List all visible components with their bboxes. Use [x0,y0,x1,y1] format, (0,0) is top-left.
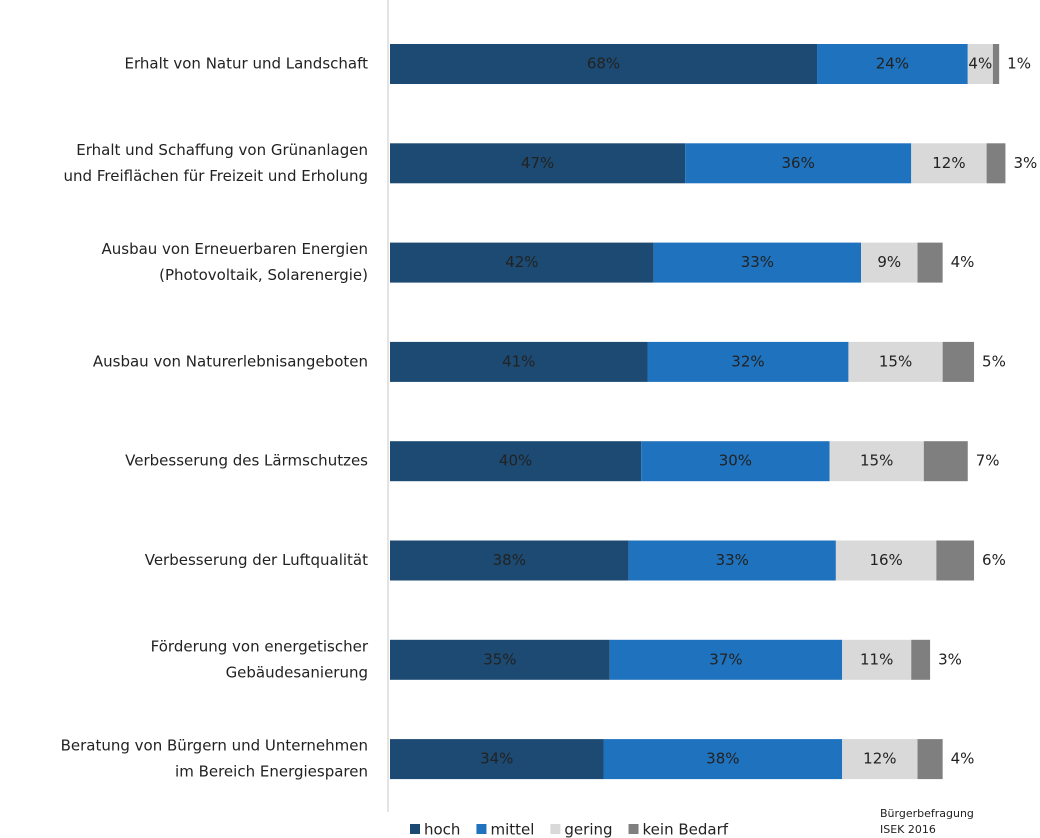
value-label: 6% [982,551,1006,569]
bar-segment [390,739,604,780]
value-label: 5% [982,352,1006,370]
value-label: 15% [860,452,893,470]
legend-swatch [410,824,420,834]
category-label: (Photovoltaik, Solarenergie) [159,266,368,284]
bar-segment [861,242,918,283]
value-label: 68% [587,55,620,73]
bar-segment [942,341,975,382]
bar-segment [986,143,1006,184]
value-label: 9% [877,253,901,271]
value-label: 7% [976,452,1000,470]
value-label: 38% [493,551,526,569]
value-label: 3% [1013,154,1037,172]
bar-segment [390,441,642,482]
value-label: 16% [869,551,902,569]
bar-segment [390,540,629,581]
category-label: Förderung von energetischer [151,637,369,655]
bar-segment [609,639,843,680]
bar-segment [967,44,993,84]
value-label: 30% [719,452,752,470]
category-label: Gebäudesanierung [226,663,368,681]
category-label: Ausbau von Naturerlebnisangeboten [93,352,368,370]
value-label: 12% [863,750,896,768]
value-label: 3% [938,650,962,668]
bar-segment [842,639,912,680]
bar-segment [917,242,943,283]
value-label: 33% [716,551,749,569]
source-note: Bürgerbefragung [880,807,974,820]
bar-segment [390,44,818,84]
legend-swatch [550,824,561,834]
bar-segment [641,441,830,482]
bar-segment [685,143,912,184]
legend-swatch [628,824,639,834]
bar-segment [911,143,987,184]
legend-label: gering [564,821,612,838]
value-label: 33% [741,253,774,271]
value-label: 4% [951,750,975,768]
bar-segment [829,441,924,482]
value-label: 41% [502,352,535,370]
legend-label: mittel [490,821,534,838]
value-label: 4% [951,253,975,271]
bar-segment [911,639,931,680]
bar-segment [653,242,861,283]
value-label: 15% [879,352,912,370]
value-label: 32% [731,352,764,370]
value-label: 40% [499,452,532,470]
category-label: Erhalt von Natur und Landschaft [124,55,368,73]
bar-segment [817,44,968,84]
category-label: Ausbau von Erneuerbaren Energien [101,240,368,258]
category-label: Verbesserung des Lärmschutzes [125,452,368,470]
legend-swatch [476,824,487,834]
value-label: 47% [521,154,554,172]
value-label: 34% [480,750,513,768]
value-label: 12% [932,154,965,172]
value-label: 42% [505,253,538,271]
value-label: 35% [483,650,516,668]
legend-label: kein Bedarf [643,821,729,838]
bar-segment [848,341,943,382]
bar-segment [917,739,943,780]
value-label: 1% [1007,55,1031,73]
bar-segment [923,441,968,482]
value-label: 11% [860,650,893,668]
source-note: ISEK 2016 [880,823,936,836]
value-label: 4% [968,55,992,73]
bar-segment [936,540,975,581]
bar-segment [835,540,937,581]
category-label: und Freiflächen für Freizeit und Erholun… [64,167,368,185]
value-label: 24% [876,55,909,73]
bar-segment [390,242,654,283]
bar-segment [390,143,686,184]
value-label: 36% [782,154,815,172]
bar-segment [390,341,648,382]
category-label: im Bereich Energiesparen [175,763,368,781]
bar-segment [842,739,918,780]
bar-segment [992,44,1000,84]
legend-label: hoch [424,821,460,838]
category-label: Erhalt und Schaffung von Grünanlagen [76,141,368,159]
bar-segment [603,739,843,780]
bar-segment [390,639,610,680]
bar-segment [647,341,849,382]
value-label: 38% [706,750,739,768]
bar-segment [628,540,836,581]
category-label: Beratung von Bürgern und Unternehmen [61,737,368,755]
value-label: 37% [709,650,742,668]
category-label: Verbesserung der Luftqualität [145,551,368,569]
